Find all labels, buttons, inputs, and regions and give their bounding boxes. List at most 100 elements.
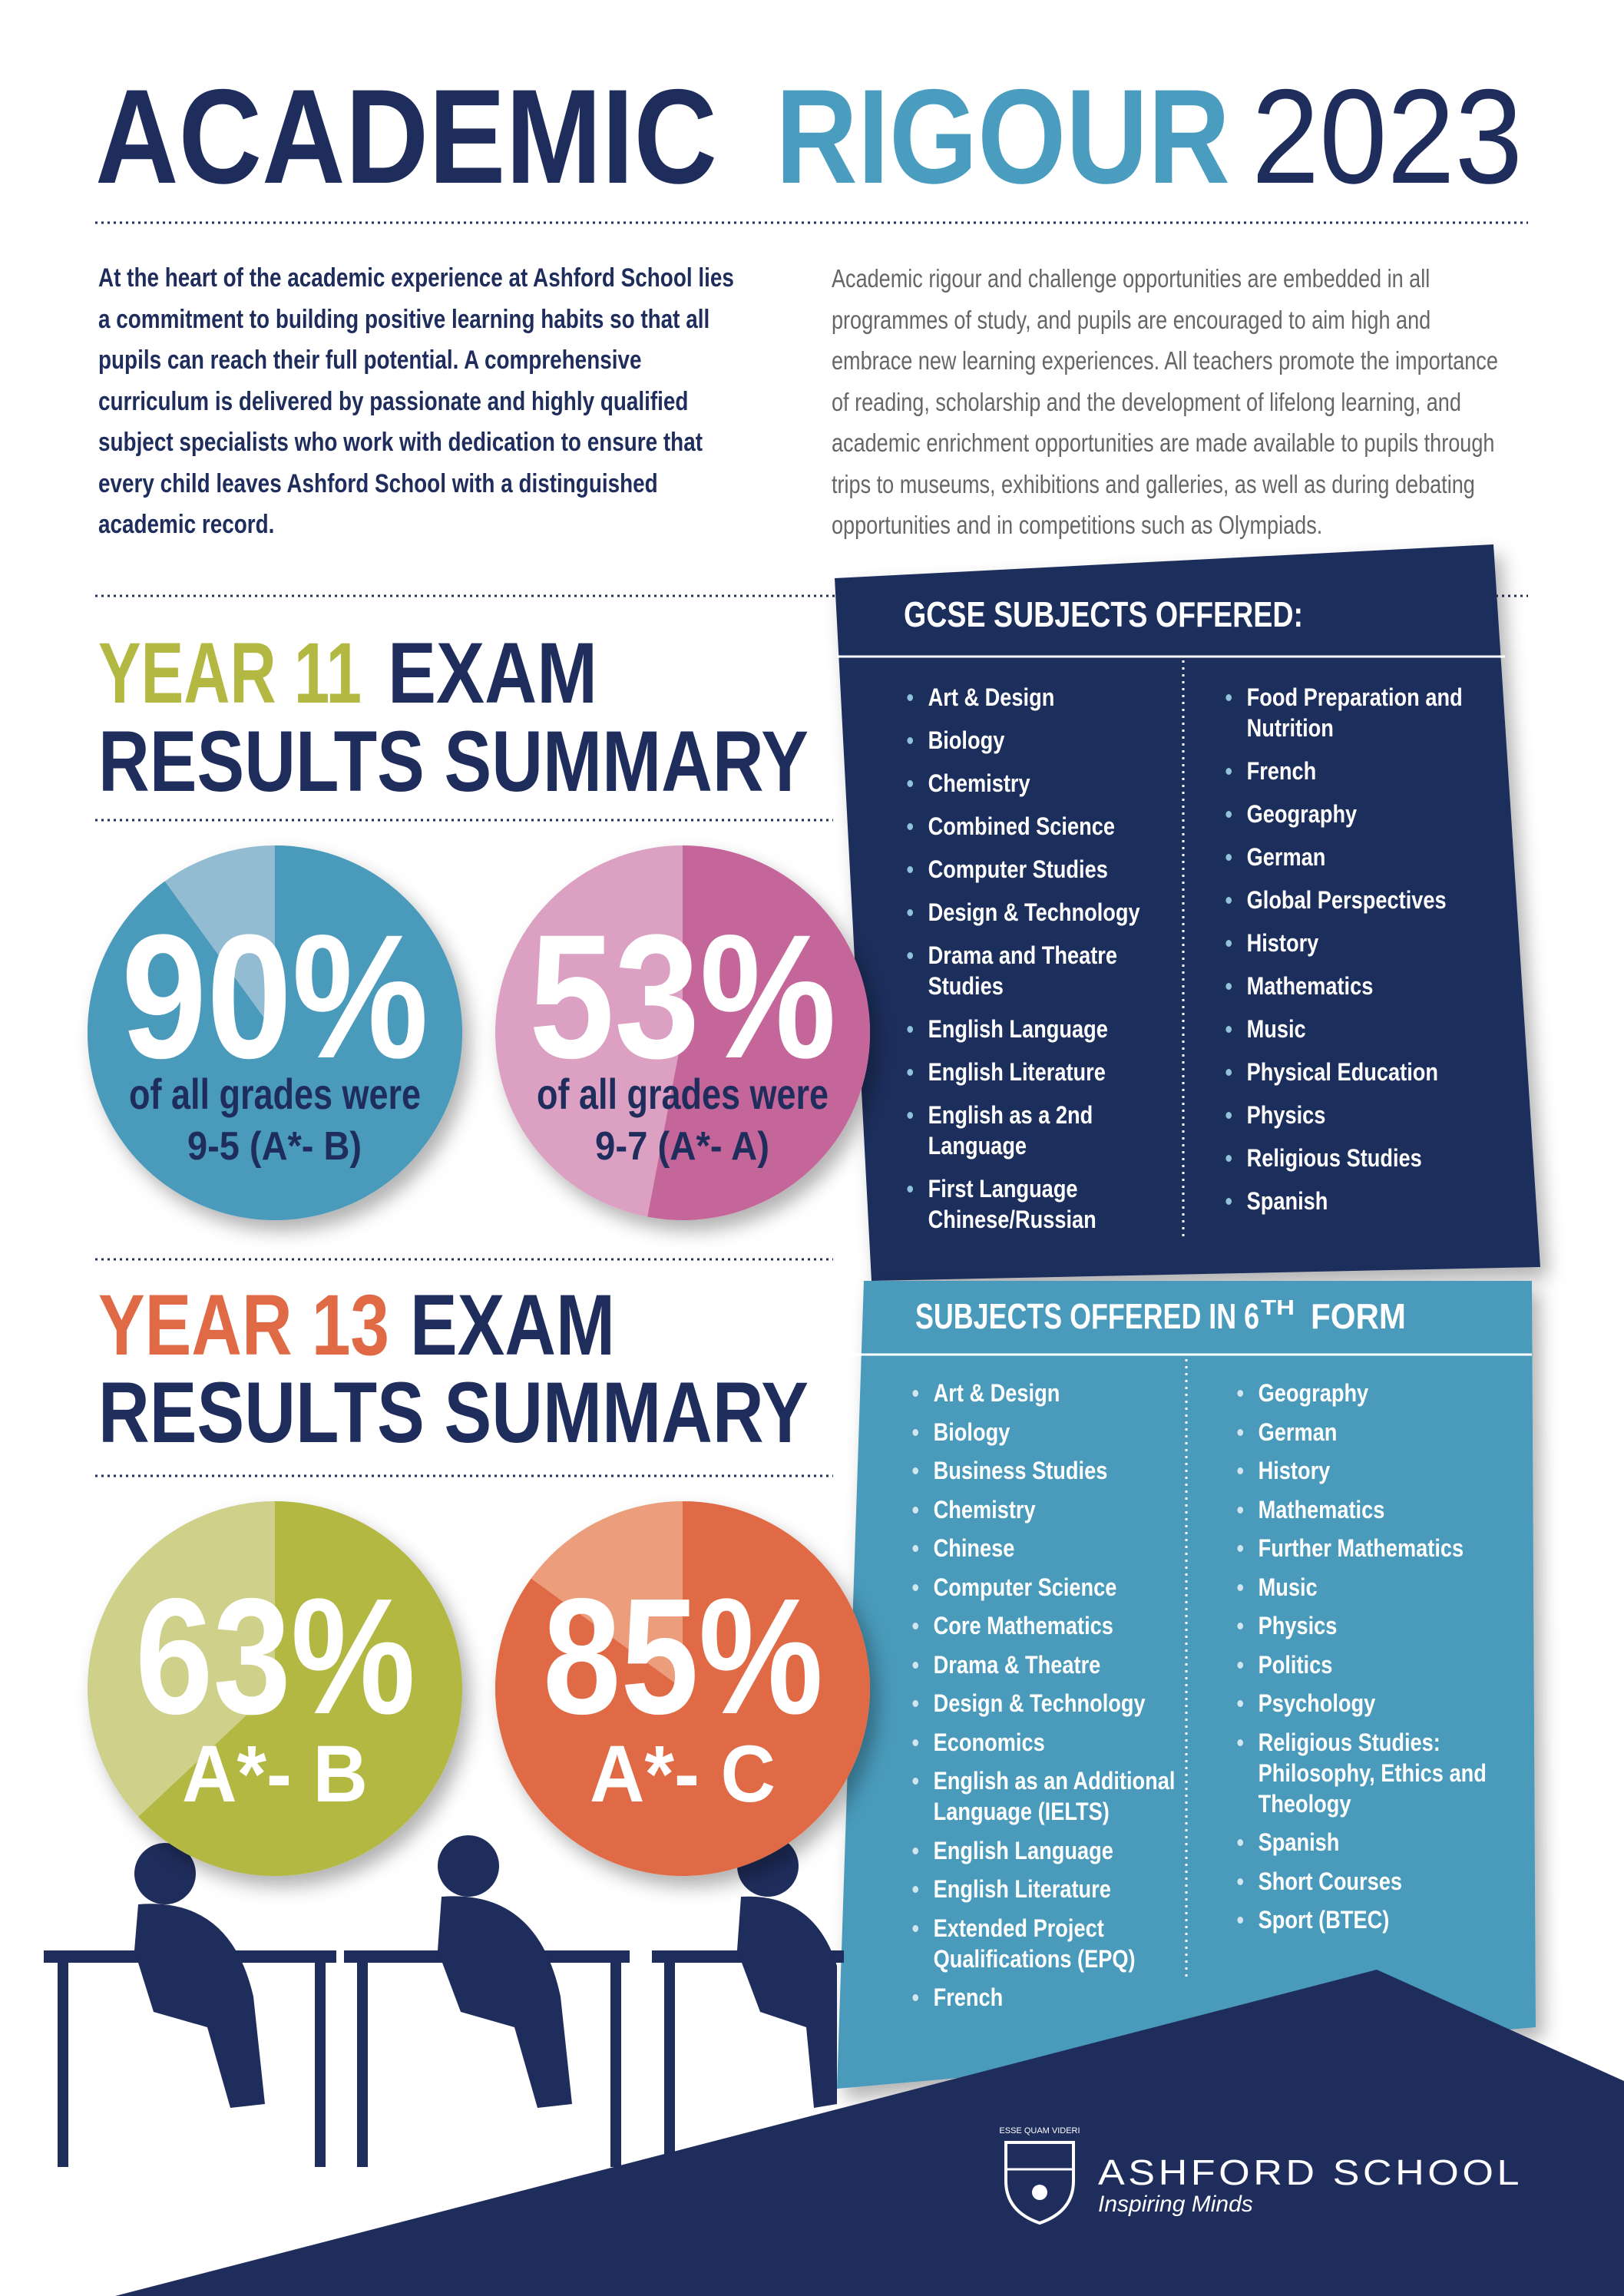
subject: Design & Technology [910, 1688, 1179, 1719]
stat-caption: of all grades were [537, 1070, 829, 1118]
subject: German [1223, 842, 1507, 872]
stat-circle [87, 845, 462, 1220]
subject: Spanish [1235, 1827, 1519, 1858]
subject: Global Perspectives [1223, 885, 1507, 915]
desk-leg [610, 1963, 621, 2167]
crest [1004, 2141, 1075, 2225]
stat-caption: of all grades were [129, 1070, 421, 1118]
subject: History [1235, 1455, 1519, 1486]
heading-highlight: YEAR 11 [98, 625, 362, 721]
students [44, 1835, 844, 2167]
head [134, 1843, 196, 1904]
stat-grades: 9-5 (A*- B) [187, 1124, 362, 1169]
subject: English Literature [905, 1057, 1173, 1087]
subject: Biology [910, 1417, 1179, 1447]
subject: English Literature [910, 1874, 1179, 1904]
desk-leg [315, 1963, 326, 2167]
subject: French [1223, 756, 1507, 786]
heading: RESULTS SUMMARY [98, 1365, 809, 1461]
subject: Psychology [1235, 1688, 1519, 1719]
subject: French [910, 1982, 1179, 2013]
subject: English Language [910, 1835, 1179, 1866]
pie-slice [494, 1501, 870, 1876]
subject: Chinese [910, 1533, 1179, 1563]
crest-emblem [1032, 2185, 1047, 2200]
body [438, 1896, 572, 2108]
heading: EXAM [410, 1277, 615, 1373]
stat-grades: A*- C [590, 1729, 776, 1819]
footer-band [115, 1970, 1624, 2296]
panel-heading: FORM [1311, 1296, 1406, 1336]
title-year: 2023 [1252, 62, 1523, 212]
title-word: RIGOUR [776, 62, 1230, 212]
subject: German [1235, 1417, 1519, 1447]
pie-slice [647, 845, 870, 1221]
subject: Mathematics [1223, 971, 1507, 1001]
subject-list: Art & Design Biology Chemistry Combined Sci… [905, 682, 1173, 1247]
subject: Design & Technology [905, 897, 1173, 928]
stat-circle [495, 845, 870, 1221]
subject: Physical Education [1223, 1057, 1507, 1087]
heading: EXAM [388, 625, 597, 721]
stat-circle [88, 1501, 462, 1876]
panel-heading-sup: TH [1261, 1295, 1295, 1319]
subject: Further Mathematics [1235, 1533, 1519, 1563]
stat-value: 90% [121, 898, 428, 1095]
title-word: ACADEMIC [95, 62, 717, 212]
heading: RESULTS SUMMARY [98, 713, 809, 809]
gcse-panel [835, 544, 1540, 1281]
subject: Music [1235, 1572, 1519, 1603]
subject: Food Preparation and Nutrition [1223, 682, 1507, 743]
subject: Business Studies [910, 1455, 1179, 1486]
subject: Religious Studies: Philosophy, Ethics an… [1235, 1727, 1519, 1819]
desk-leg [664, 1963, 675, 2167]
stat-circle [494, 1501, 870, 1876]
stat-value: 53% [529, 898, 836, 1095]
stat-value: 85% [543, 1563, 823, 1748]
subject: Geography [1235, 1378, 1519, 1408]
subject: English as a 2nd Language [905, 1100, 1173, 1161]
head [438, 1835, 499, 1897]
subject: Extended Project Qualifications (EPQ) [910, 1913, 1179, 1974]
subject: Music [1223, 1014, 1507, 1044]
subject: Chemistry [905, 768, 1173, 799]
stat-value: 63% [135, 1563, 415, 1748]
subject-list: Geography German History Mathematics Further… [1235, 1378, 1519, 1944]
subject: Physics [1223, 1100, 1507, 1130]
subject: English Language [905, 1014, 1173, 1044]
heading-highlight: YEAR 13 [98, 1277, 389, 1373]
subject: History [1223, 928, 1507, 958]
stat-grades: A*- B [182, 1729, 368, 1819]
subject: Mathematics [1235, 1494, 1519, 1525]
body [134, 1904, 265, 2108]
subject: Physics [1235, 1610, 1519, 1641]
subject: Chemistry [910, 1494, 1179, 1525]
pie-slice [87, 845, 462, 1220]
tagline: Inspiring Minds [1098, 2192, 1253, 2217]
subject: Drama & Theatre [910, 1649, 1179, 1680]
subject: Sport (BTEC) [1235, 1904, 1519, 1935]
subject: Computer Science [910, 1572, 1179, 1603]
subject: Art & Design [905, 682, 1173, 713]
stat-grades: 9-7 (A*- A) [595, 1124, 769, 1169]
pie-slice [138, 1501, 462, 1876]
school-name: ASHFORD SCHOOL [1098, 2152, 1523, 2192]
intro-right: Academic rigour and challenge opportunit… [832, 264, 1498, 539]
subject: Biology [905, 725, 1173, 756]
subject: Religious Studies [1223, 1143, 1507, 1173]
subject: Core Mathematics [910, 1610, 1179, 1641]
dividers [95, 221, 1528, 1477]
intro-left: At the heart of the academic experience … [98, 263, 734, 539]
desk-leg [357, 1963, 368, 2167]
subject: Art & Design [910, 1378, 1179, 1408]
subject-list: Art & Design Biology Business Studies Chemi… [910, 1378, 1179, 2021]
subject: Spanish [1223, 1186, 1507, 1216]
desk-leg [58, 1963, 68, 2167]
subject: First Language Chinese/Russian [905, 1173, 1173, 1235]
subject-list: Food Preparation and Nutrition French Geog… [1223, 682, 1507, 1229]
subject: Politics [1235, 1649, 1519, 1680]
subject: Drama and Theatre Studies [905, 940, 1173, 1001]
subject: Economics [910, 1727, 1179, 1758]
